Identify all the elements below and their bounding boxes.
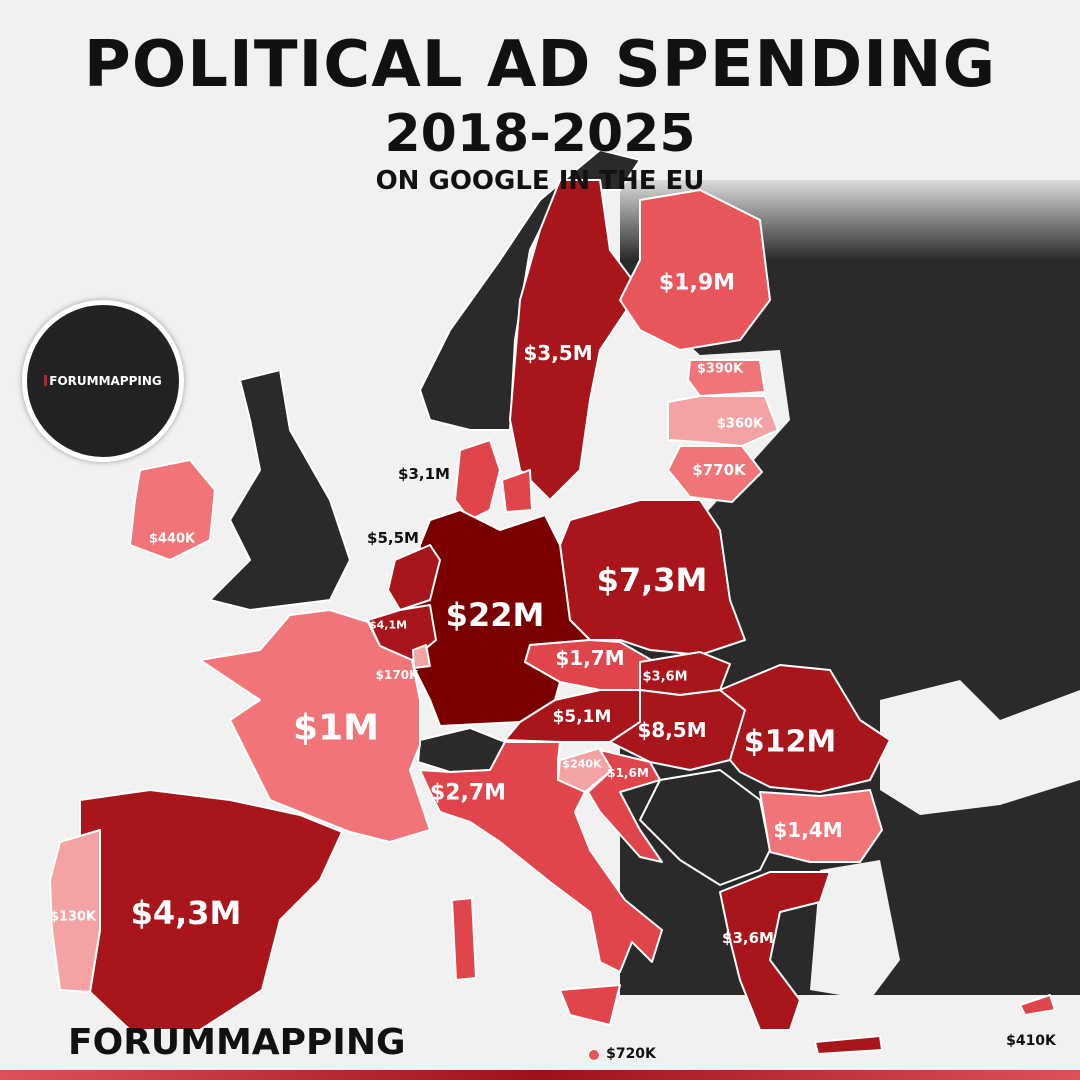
country-croatia[interactable] (587, 749, 663, 863)
forummapping-logo: FORUMMAPPING (22, 300, 184, 462)
label-estonia: $390K (696, 361, 744, 377)
country-luxembourg[interactable] (412, 644, 431, 669)
title-years: 2018-2025 (384, 104, 696, 164)
label-lithuania: $770K (692, 461, 746, 479)
country-latvia[interactable] (667, 395, 779, 447)
country-sweden[interactable] (509, 179, 641, 501)
label-ireland: $440K (148, 531, 196, 547)
label-malta: $720K (606, 1046, 656, 1062)
united-kingdom (209, 369, 351, 611)
malta-marker (588, 1049, 600, 1061)
label-germany: $22M (445, 596, 545, 634)
country-denmark-islands[interactable] (501, 469, 533, 513)
label-netherlands: $5,5M (367, 529, 419, 547)
western-balkans (639, 769, 771, 886)
label-slovakia: $3,6M (642, 669, 688, 685)
country-italy-sardinia[interactable] (451, 897, 477, 981)
label-luxembourg: $170K (375, 668, 419, 682)
country-portugal[interactable] (49, 829, 101, 993)
label-italy: $2,7M (429, 780, 507, 806)
label-finland: $1,9M (658, 270, 736, 296)
country-cyprus[interactable] (1019, 994, 1056, 1016)
country-france[interactable] (199, 609, 431, 843)
country-denmark[interactable] (454, 439, 501, 521)
logo-text: FORUMMAPPING (44, 374, 162, 388)
label-sweden: $3,5M (523, 341, 593, 365)
label-czechia: $1,7M (555, 646, 625, 670)
label-romania: $12M (743, 724, 837, 760)
black-sea (880, 680, 1080, 815)
country-greece-crete[interactable] (814, 1035, 883, 1055)
country-finland[interactable] (619, 189, 771, 351)
bottom-bar (0, 1070, 1080, 1080)
label-belgium: $4,1M (368, 618, 408, 632)
country-italy-sicily[interactable] (559, 984, 621, 1026)
label-austria: $5,1M (552, 707, 612, 727)
country-lithuania[interactable] (667, 445, 763, 503)
label-greece: $3,6M (722, 929, 774, 947)
label-portugal: $130K (49, 909, 97, 925)
label-slovenia: $240K (562, 757, 602, 771)
label-spain: $4,3M (130, 894, 242, 932)
label-hungary: $8,5M (637, 718, 707, 742)
country-romania[interactable] (719, 664, 891, 793)
label-france: $1M (293, 707, 379, 749)
country-bulgaria[interactable] (759, 789, 883, 863)
mediterranean-sea (620, 995, 1080, 1080)
country-ireland[interactable] (129, 459, 216, 561)
label-denmark: $3,1M (398, 465, 450, 483)
label-cyprus: $410K (1006, 1033, 1056, 1049)
subtitle: ON GOOGLE IN THE EU (375, 166, 705, 196)
label-bulgaria: $1,4M (773, 818, 843, 842)
aegean-sea (810, 860, 900, 1000)
country-estonia[interactable] (687, 359, 766, 397)
label-croatia: $1,6M (607, 766, 649, 780)
country-hungary[interactable] (609, 689, 746, 771)
title-main: POLITICAL AD SPENDING (83, 28, 997, 102)
label-latvia: $360K (716, 416, 764, 432)
footer-brand: FORUMMAPPING (68, 1022, 406, 1063)
country-greece[interactable] (719, 871, 831, 1031)
label-poland: $7,3M (596, 561, 708, 599)
country-netherlands[interactable] (387, 544, 441, 611)
country-italy[interactable] (419, 741, 663, 973)
